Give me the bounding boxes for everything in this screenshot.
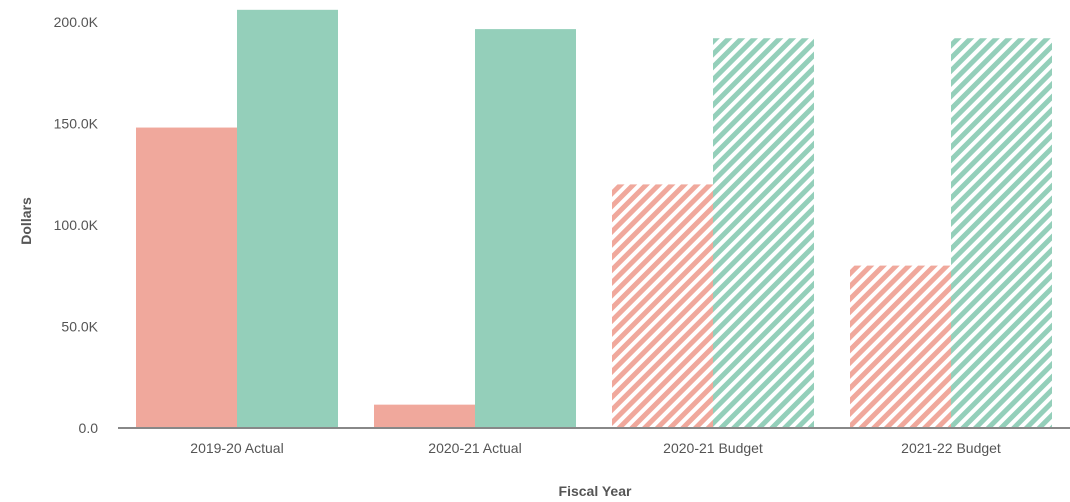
bar-2-3 <box>713 38 814 429</box>
x-tick-label: 2021-22 Budget <box>901 440 1001 456</box>
bar-2-1 <box>237 9 338 428</box>
y-axis-title: Dollars <box>18 197 34 245</box>
x-axis-ticks: 2019-20 Actual 2020-21 Actual 2020-21 Budg… <box>190 440 1001 456</box>
x-tick-label: 2019-20 Actual <box>190 440 283 456</box>
bar-2-4 <box>951 38 1052 429</box>
bar-1-2 <box>374 404 475 428</box>
y-tick-label: 150.0K <box>54 116 99 132</box>
bar-2-2 <box>475 29 576 428</box>
x-tick-label: 2020-21 Actual <box>428 440 521 456</box>
y-tick-label: 200.0K <box>54 14 99 30</box>
y-tick-label: 100.0K <box>54 217 99 233</box>
bars <box>136 9 1052 429</box>
bar-1-1 <box>136 127 237 428</box>
x-axis-title: Fiscal Year <box>559 483 632 499</box>
bar-1-3 <box>612 184 713 428</box>
x-tick-label: 2020-21 Budget <box>663 440 763 456</box>
bar-1-4 <box>850 265 951 428</box>
y-axis-ticks: 0.0 50.0K 100.0K 150.0K 200.0K <box>54 14 99 436</box>
y-tick-label: 50.0K <box>61 319 98 335</box>
y-tick-label: 0.0 <box>79 420 99 436</box>
